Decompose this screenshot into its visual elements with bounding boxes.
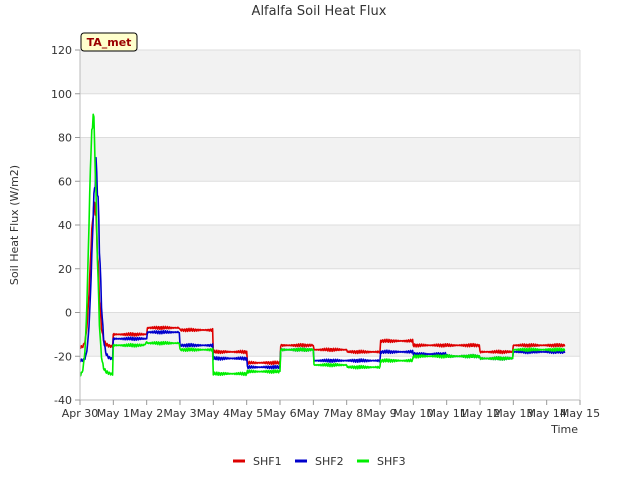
x-tick-label: May 3 xyxy=(163,407,196,420)
legend: SHF1 SHF2 SHF3 xyxy=(233,455,406,468)
chart-title: Alfalfa Soil Heat Flux xyxy=(252,4,387,19)
plot-band xyxy=(80,50,580,94)
y-tick-label: 60 xyxy=(58,175,72,188)
plot-band xyxy=(80,137,580,182)
plot-band xyxy=(80,225,580,269)
legend-label-shf2: SHF2 xyxy=(315,455,344,468)
y-tick-label: 80 xyxy=(58,132,72,145)
series-layer xyxy=(79,113,566,377)
x-axis-title: Time xyxy=(550,423,578,436)
x-tick-label: May 9 xyxy=(363,407,396,420)
y-ticks: -40 -20 0 20 40 60 80 100 120 xyxy=(51,44,80,407)
x-tick-label: May 8 xyxy=(330,407,363,420)
x-tick-label: May 2 xyxy=(130,407,163,420)
x-tick-label: May 14 xyxy=(527,407,567,420)
x-tick-label: May 10 xyxy=(393,407,433,420)
x-tick-label: Apr 30 xyxy=(62,407,99,420)
x-tick-label: May 13 xyxy=(493,407,533,420)
y-tick-label: -20 xyxy=(54,350,72,363)
x-tick-label: May 6 xyxy=(263,407,296,420)
x-tick-label: May 5 xyxy=(230,407,263,420)
x-tick-label: May 1 xyxy=(97,407,130,420)
y-tick-label: -40 xyxy=(54,394,72,407)
y-tick-label: 120 xyxy=(51,44,72,57)
ta-met-badge: TA_met xyxy=(80,32,138,52)
ta-met-badge-box xyxy=(80,32,138,52)
x-tick-label: May 4 xyxy=(197,407,230,420)
x-tick-label: May 15 xyxy=(560,407,600,420)
ta-met-badge-label: TA_met xyxy=(87,36,132,49)
y-tick-label: 100 xyxy=(51,88,72,101)
series-line-shf3 xyxy=(79,113,566,377)
x-tick-label: May 7 xyxy=(297,407,330,420)
grid-lines xyxy=(80,49,580,401)
series-line-shf1 xyxy=(79,201,566,366)
y-axis-title: Soil Heat Flux (W/m2) xyxy=(8,165,21,285)
y-tick-label: 20 xyxy=(58,263,72,276)
legend-label-shf3: SHF3 xyxy=(377,455,406,468)
x-tick-label: May 12 xyxy=(460,407,500,420)
legend-label-shf1: SHF1 xyxy=(253,455,282,468)
x-tick-label: May 11 xyxy=(427,407,467,420)
y-tick-label: 40 xyxy=(58,219,72,232)
y-tick-label: 0 xyxy=(65,307,72,320)
